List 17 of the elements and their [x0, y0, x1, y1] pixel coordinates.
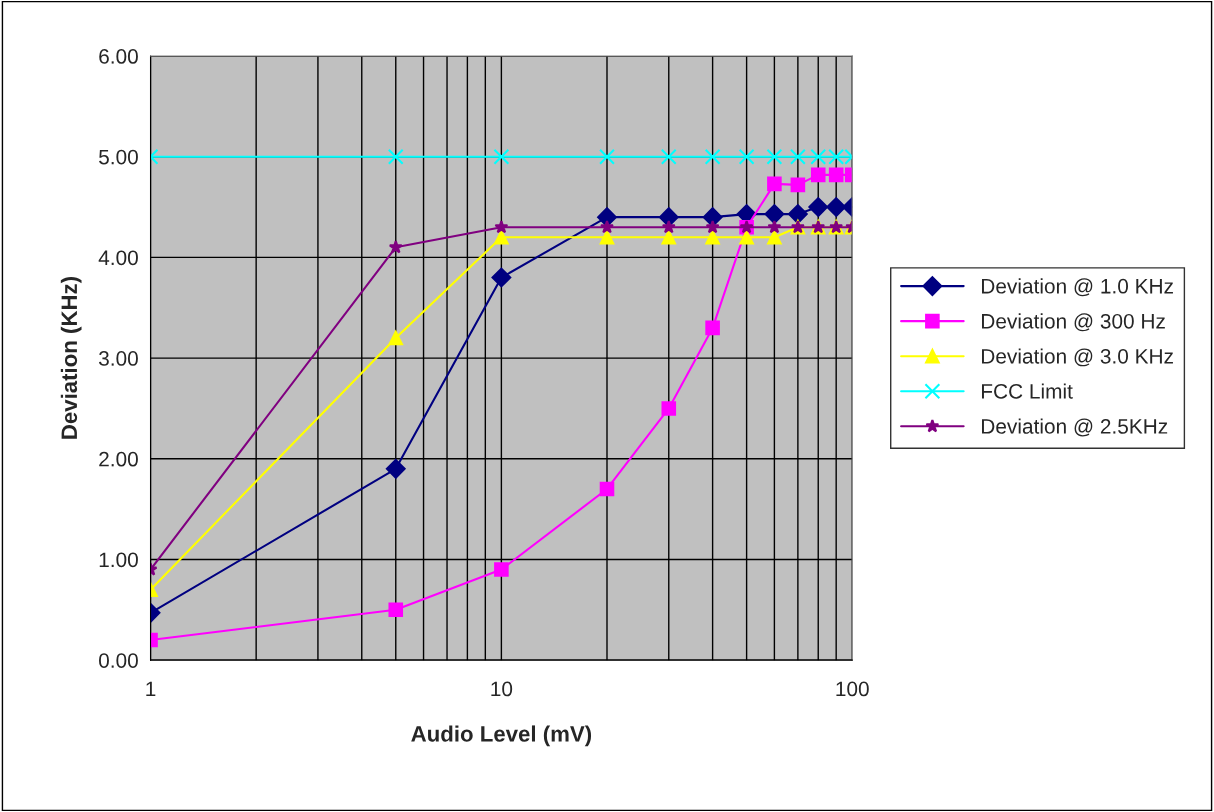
x-tick-label: 1 [146, 681, 156, 697]
legend-label: Deviation @ 1.0 KHz [982, 278, 1173, 297]
x-tick-label: 10 [491, 681, 513, 697]
x-tick-label: 100 [836, 681, 869, 697]
y-tick-label: 5.00 [99, 149, 138, 165]
legend-label: Deviation @ 3.0 KHz [982, 348, 1173, 367]
y-tick-label: 4.00 [98, 250, 138, 266]
y-tick-label: 0.00 [99, 653, 138, 668]
y-axis-title: Deviation (KHz) [60, 277, 82, 439]
legend-label: FCC Limit [982, 383, 1073, 399]
legend-label: Deviation @ 300 Hz [982, 313, 1165, 332]
y-tick-label: 2.00 [99, 451, 138, 467]
legend-label: Deviation @ 2.5KHz [982, 418, 1168, 437]
y-tick-label: 3.00 [98, 351, 138, 366]
x-axis-title: Audio Level (mV) [411, 725, 592, 747]
y-tick-label: 6.00 [99, 49, 138, 64]
y-tick-label: 1.00 [99, 552, 138, 568]
